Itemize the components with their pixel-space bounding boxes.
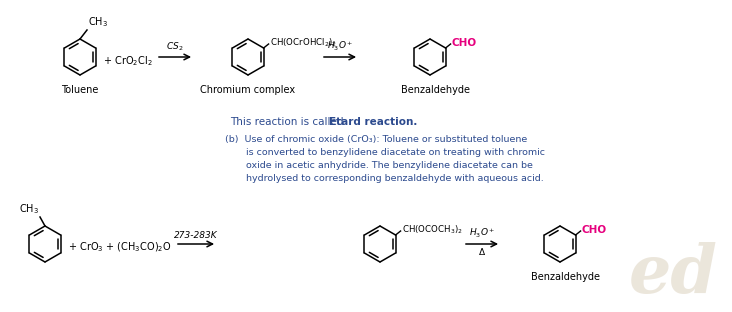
Text: Toluene: Toluene	[61, 85, 99, 95]
Text: CHO: CHO	[582, 225, 607, 235]
Text: CH$_3$: CH$_3$	[19, 202, 39, 216]
Text: 273-283K: 273-283K	[174, 231, 218, 240]
Text: Chromium complex: Chromium complex	[201, 85, 296, 95]
Text: Benzaldehyde: Benzaldehyde	[400, 85, 469, 95]
Text: ed: ed	[629, 242, 718, 307]
Text: Δ: Δ	[479, 248, 485, 257]
Text: + CrO$_2$Cl$_2$: + CrO$_2$Cl$_2$	[103, 54, 153, 68]
Text: (b)  Use of chromic oxide (CrO₃): Toluene or substituted toluene: (b) Use of chromic oxide (CrO₃): Toluene…	[225, 135, 527, 144]
Text: CH(OCOCH$_3$)$_2$: CH(OCOCH$_3$)$_2$	[402, 224, 463, 236]
Text: CH(OCrOHCl$_2$)$_2$: CH(OCrOHCl$_2$)$_2$	[269, 37, 337, 49]
Text: is converted to benzylidene diacetate on treating with chromic: is converted to benzylidene diacetate on…	[225, 148, 545, 157]
Text: Benzaldehyde: Benzaldehyde	[531, 272, 600, 282]
Text: oxide in acetic anhydride. The benzylidene diacetate can be: oxide in acetic anhydride. The benzylide…	[225, 161, 533, 170]
Text: H$_3$O$^+$: H$_3$O$^+$	[469, 227, 495, 240]
Text: CH$_3$: CH$_3$	[88, 15, 108, 29]
Text: CS$_2$: CS$_2$	[166, 41, 184, 53]
Text: CHO: CHO	[452, 38, 477, 48]
Text: hydrolysed to corresponding benzaldehyde with aqueous acid.: hydrolysed to corresponding benzaldehyde…	[225, 174, 544, 183]
Text: Etard reaction.: Etard reaction.	[329, 117, 417, 127]
Text: This reaction is called: This reaction is called	[230, 117, 347, 127]
Text: H$_3$O$^+$: H$_3$O$^+$	[327, 40, 353, 53]
Text: + CrO$_3$ + (CH$_3$CO)$_2$O: + CrO$_3$ + (CH$_3$CO)$_2$O	[68, 240, 172, 254]
